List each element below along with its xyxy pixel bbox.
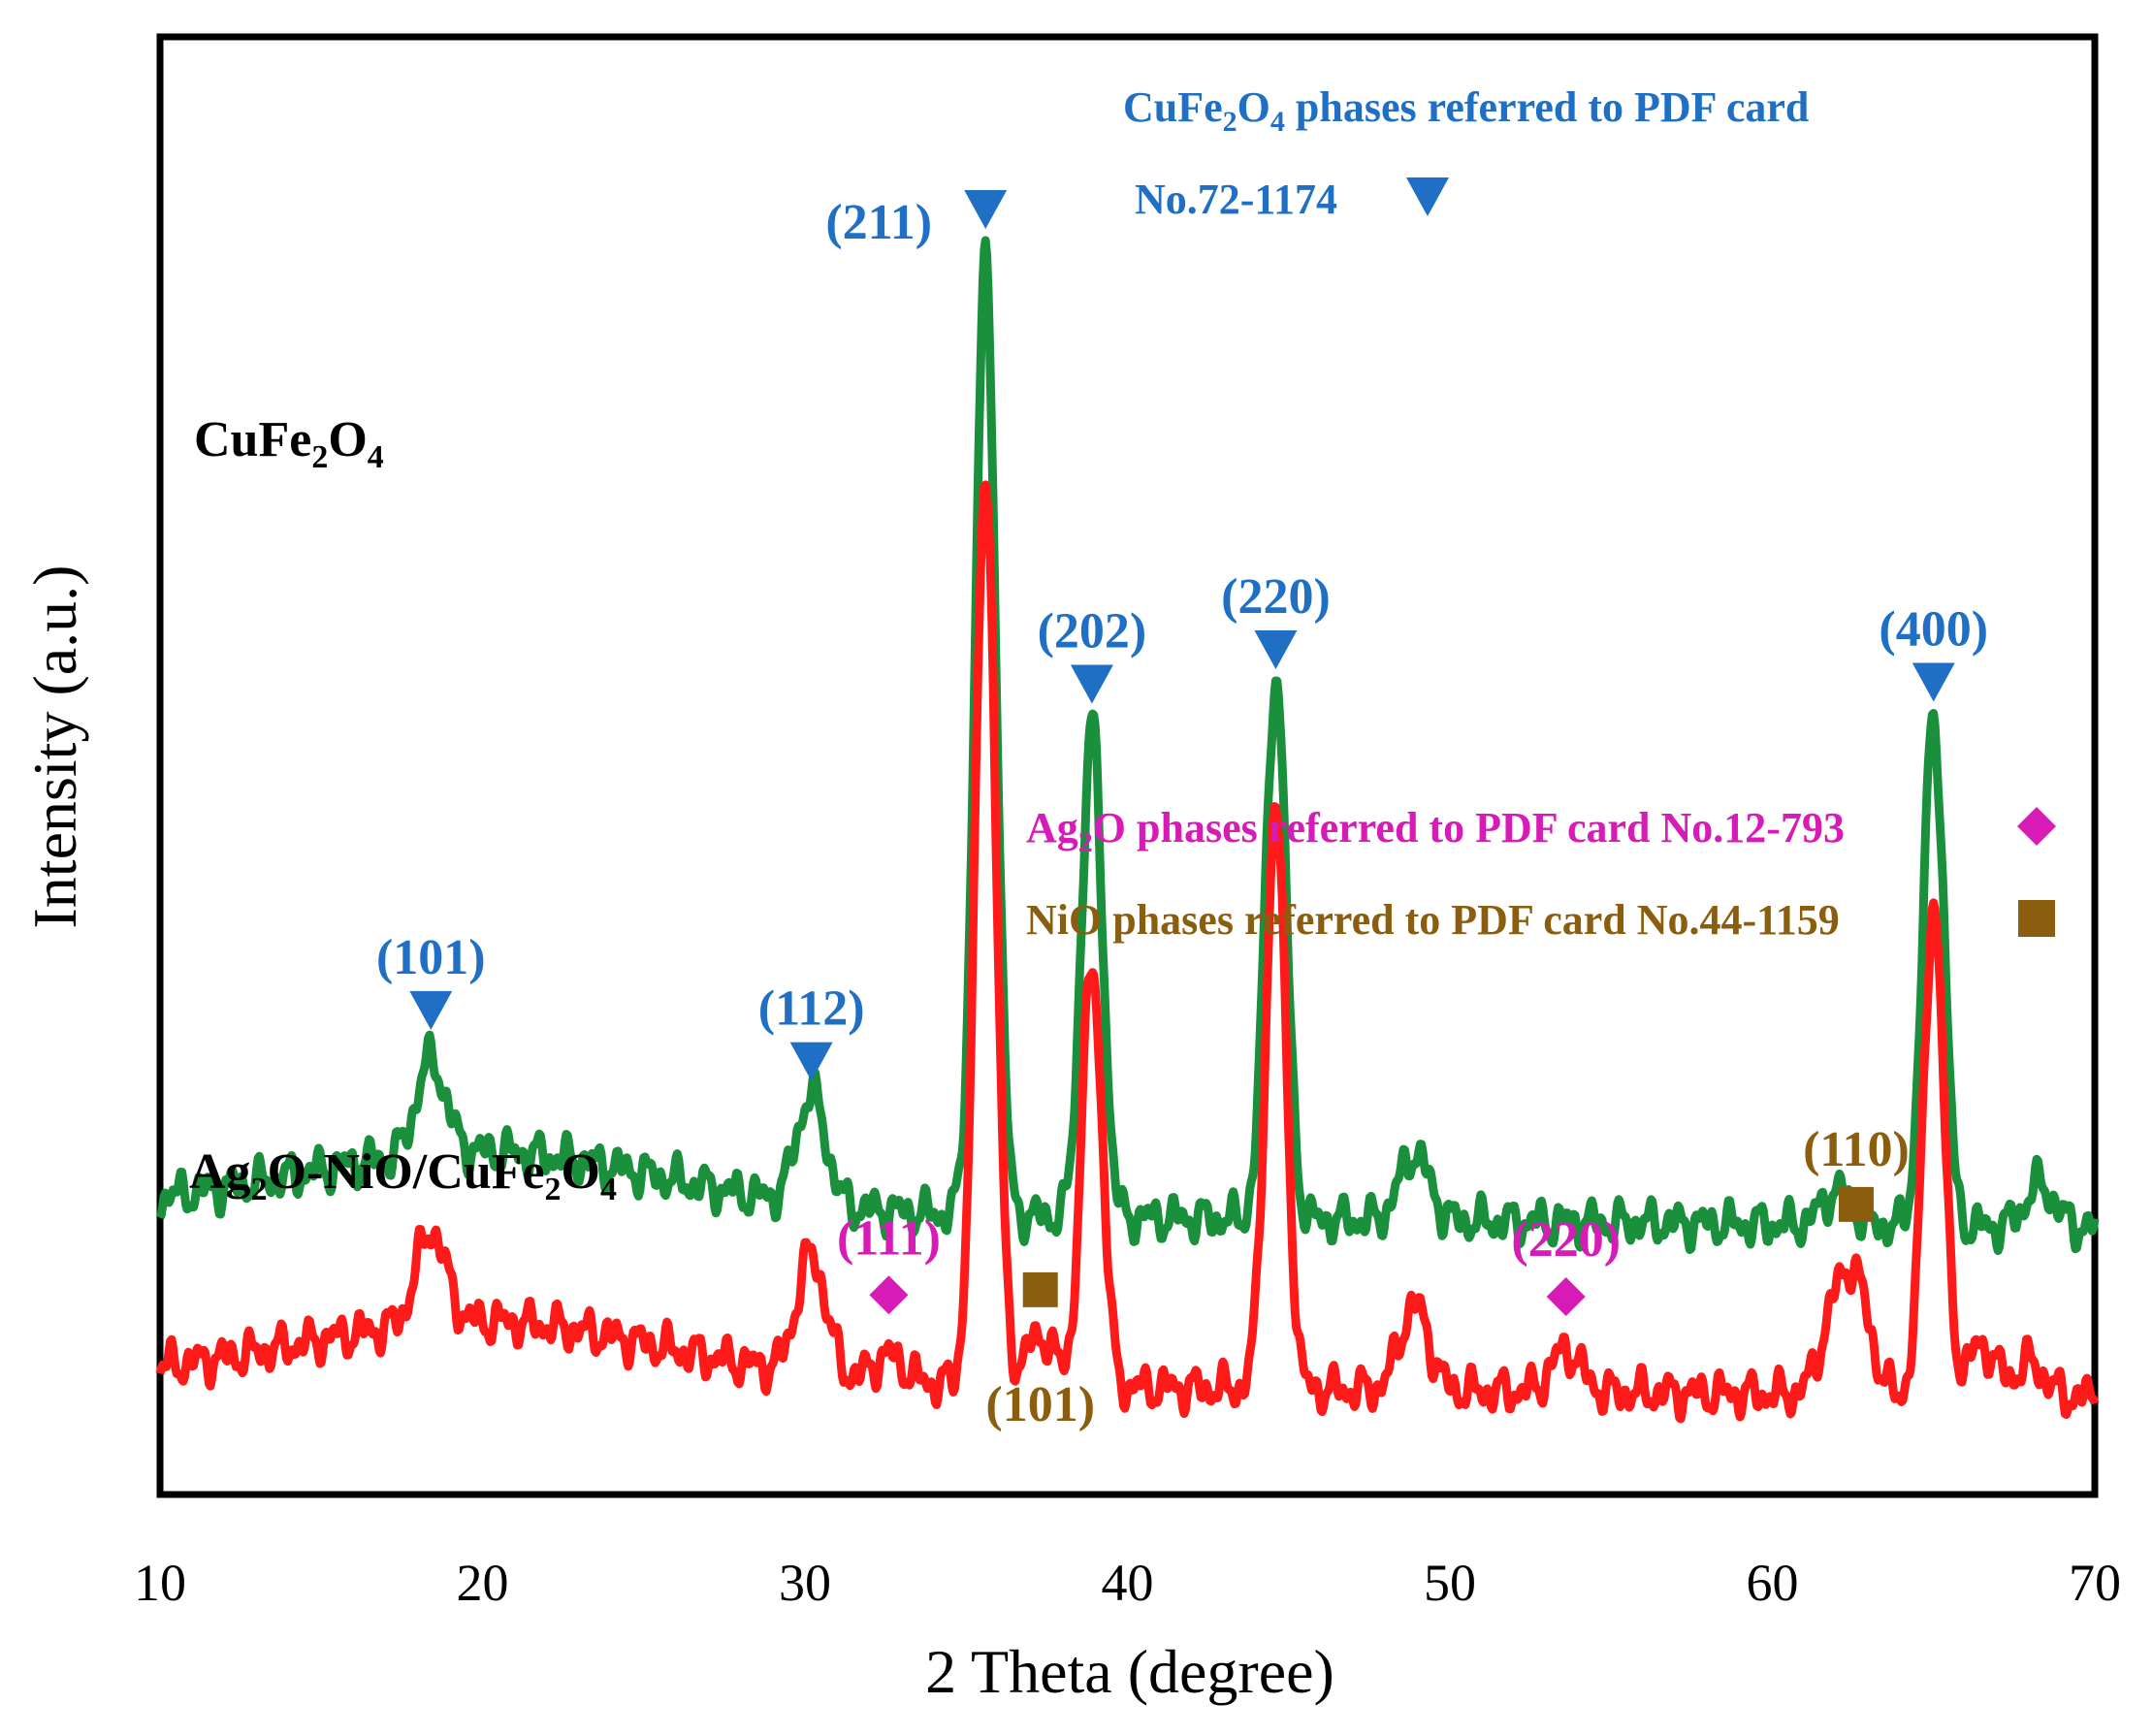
x-axis-label: 2 Theta (degree) [925,1637,1334,1706]
cufe2o4-peak-label: (400) [1879,602,1988,658]
cufe2o4-peak-label: (101) [376,930,486,985]
x-tick-label: 60 [1747,1554,1799,1612]
series-label-composite: Ag2O-NiO/CuFe2O4 [189,1144,617,1207]
cufe2o4-peak-triangle-icon [964,190,1008,230]
series-line-cufe2o4 [155,236,2100,1255]
peak-markers: (101) (112) (211) (202) (220) (400) (111) (220)… [376,190,1988,1432]
cufe2o4-peak-triangle-icon [1254,629,1298,669]
nio-legend-square-icon [2018,900,2055,937]
x-tick-label: 30 [779,1554,831,1612]
cufe2o4-peak-label: (202) [1038,604,1147,659]
cufe2o4-peak-label: (220) [1221,569,1331,625]
x-tick-label: 10 [134,1554,186,1612]
cufe2o4-peak-triangle-icon [1070,664,1113,704]
ag2o-peak-diamond-icon [869,1275,909,1315]
cufe2o4-peak-triangle-icon [1912,662,1955,702]
x-tick-label: 70 [2069,1554,2121,1612]
x-tick-label: 50 [1424,1554,1476,1612]
cufe2o4-legend-triangle-icon [1406,177,1449,216]
nio-peak-square-icon [1022,1271,1058,1307]
ag2o-peak-label: (111) [837,1210,941,1266]
ag2o-legend-diamond-icon [2017,807,2056,846]
x-tick-label: 40 [1102,1554,1154,1612]
cufe2o4-peak-triangle-icon [409,990,453,1030]
ag2o-peak-diamond-icon [1546,1277,1586,1317]
cufe2o4-peak-label: (211) [825,195,932,250]
ag2o-peak-label: (220) [1511,1212,1621,1268]
plot-frame [156,33,2099,1498]
nio-peak-label: (101) [985,1377,1095,1432]
series-label-cufe2o4: CuFe2O4 [194,412,384,475]
cufe2o4-phase-legend-line2: No.72-1174 [1135,176,1337,223]
ag2o-phase-legend: Ag2O phases referred to PDF card No.12-7… [1026,804,1845,858]
y-axis-label: Intensity (a.u.) [20,565,89,929]
nio-phase-legend: NiO phases referred to PDF card No.44-11… [1026,896,1840,944]
nio-peak-label: (110) [1803,1122,1910,1177]
series-line-composite [155,480,2100,1424]
cufe2o4-phase-legend-line1: CuFe2O4 phases referred to PDF card [1123,83,1809,138]
cufe2o4-peak-label: (112) [758,981,865,1037]
cufe2o4-peak-triangle-icon [789,1042,833,1081]
nio-peak-square-icon [1838,1186,1874,1222]
x-ticks: 10 20 30 40 50 60 70 [134,1554,2121,1612]
x-tick-label: 20 [457,1554,509,1612]
